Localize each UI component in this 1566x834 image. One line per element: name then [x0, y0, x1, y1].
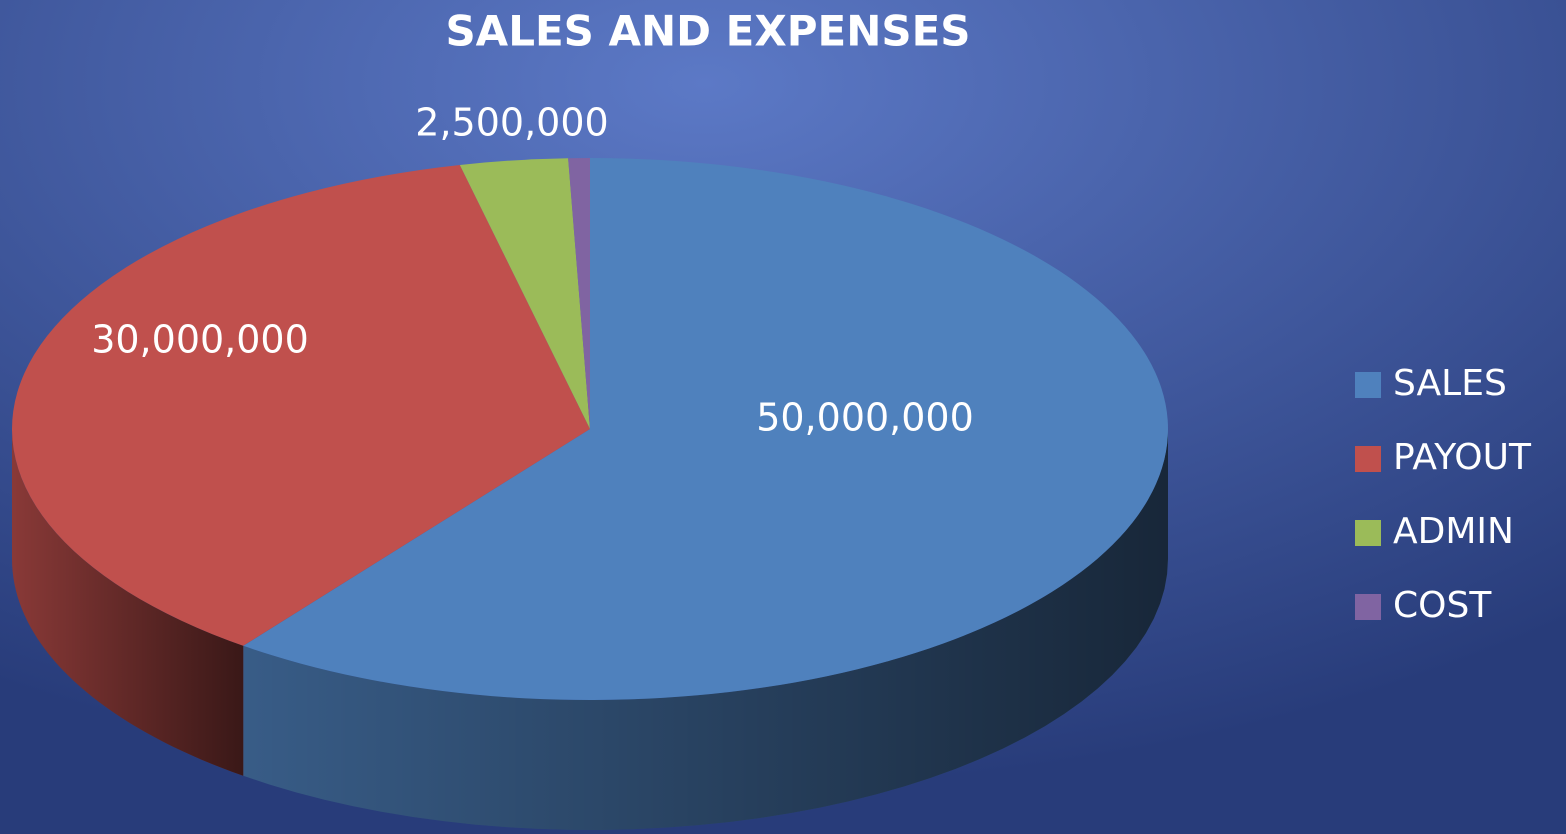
legend-label: PAYOUT: [1393, 437, 1532, 478]
legend-label: COST: [1393, 585, 1492, 626]
slice: [12, 164, 591, 646]
legend-swatch: [1355, 594, 1381, 620]
legend-label: SALES: [1393, 363, 1507, 404]
data-label: 30,000,000: [91, 318, 309, 362]
data-label: 50,000,000: [756, 396, 974, 440]
legend-label: ADMIN: [1393, 511, 1514, 552]
legend-swatch: [1355, 446, 1381, 472]
chart-title: SALES AND EXPENSES: [445, 7, 970, 56]
slice-side-shade: [243, 429, 1168, 830]
legend-swatch: [1355, 372, 1381, 398]
pie: [12, 158, 1168, 830]
slice: [243, 158, 1168, 700]
data-label: 2,500,000: [415, 101, 608, 145]
slice-side-shade: [12, 429, 244, 776]
slice: [568, 158, 590, 429]
slice: [459, 158, 590, 430]
legend: SALES PAYOUT ADMIN COST: [1355, 363, 1532, 626]
labels: 50,000,000 30,000,000 2,500,000: [91, 101, 974, 440]
legend-swatch: [1355, 520, 1381, 546]
